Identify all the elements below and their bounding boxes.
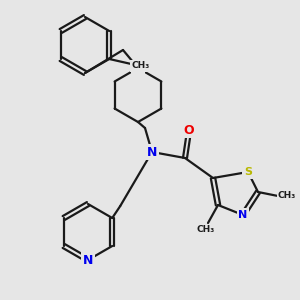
Text: N: N (83, 254, 93, 266)
Text: S: S (244, 167, 252, 177)
Text: N: N (238, 210, 247, 220)
Text: CH₃: CH₃ (131, 61, 149, 70)
Text: CH₃: CH₃ (197, 226, 215, 235)
Text: CH₃: CH₃ (278, 191, 296, 200)
Text: N: N (147, 146, 157, 158)
Text: N: N (133, 61, 143, 74)
Text: O: O (184, 124, 194, 136)
